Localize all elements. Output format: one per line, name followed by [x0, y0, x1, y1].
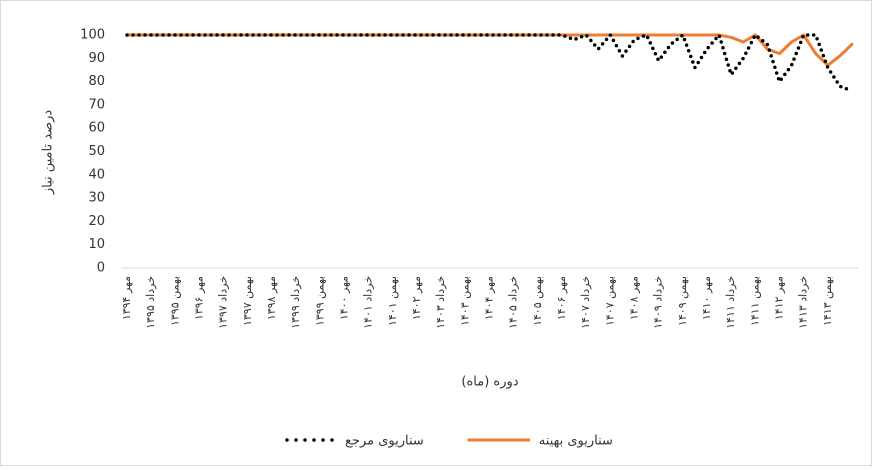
- y-tick-label: 80: [88, 74, 105, 89]
- x-tick-label: مهر ۱۳۹۶: [193, 276, 206, 320]
- y-tick-label: 70: [88, 97, 105, 112]
- x-tick-label: خرداد ۱۳۹۹: [289, 276, 302, 329]
- x-tick-label: خرداد ۱۴۰۱: [362, 276, 375, 329]
- x-tick-label: خرداد ۱۴۰۵: [507, 276, 520, 329]
- x-tick-label: خرداد ۱۳۹۵: [144, 276, 157, 329]
- x-tick-label: مهر ۱۴۰۴: [483, 276, 496, 320]
- y-tick-label: 0: [97, 261, 105, 276]
- x-tick-label: بهمن ۱۴۰۱: [386, 276, 399, 326]
- x-tick-label: بهمن ۱۳۹۵: [168, 276, 181, 326]
- x-tick-label: خرداد ۱۴۱۳: [797, 276, 810, 329]
- x-axis-title: دوره (ماه): [461, 375, 518, 390]
- x-tick-label: بهمن ۱۳۹۷: [241, 276, 254, 326]
- legend-label: سناریوی بهینه: [539, 434, 613, 449]
- x-tick-label: بهمن ۱۴۰۷: [603, 276, 616, 326]
- x-tick-label: بهمن ۱۴۱۳: [821, 276, 834, 326]
- x-tick-label: مهر ۱۴۰۲: [410, 276, 423, 320]
- y-tick-label: 10: [88, 237, 105, 252]
- y-axis-title: درصد تامین نیاز: [41, 110, 56, 196]
- x-tick-label: بهمن ۱۴۰۹: [676, 276, 689, 326]
- x-tick-label: بهمن ۱۴۰۳: [458, 276, 471, 326]
- y-tick-label: 50: [88, 144, 105, 159]
- x-tick-label: بهمن ۱۴۰۵: [531, 276, 544, 326]
- y-tick-label: 30: [88, 191, 105, 206]
- x-tick-label: مهر ۱۳۹۴: [120, 276, 133, 320]
- x-tick-label: خرداد ۱۴۰۷: [579, 276, 592, 329]
- x-tick-label: مهر ۱۴۰۶: [555, 276, 568, 320]
- y-tick-label: 60: [88, 121, 105, 136]
- y-tick-label: 100: [80, 28, 105, 43]
- x-tick-label: مهر ۱۳۹۸: [265, 276, 278, 320]
- x-tick-label: خرداد ۱۴۰۳: [434, 276, 447, 329]
- y-tick-label: 90: [88, 51, 105, 66]
- x-tick-label: خرداد ۱۴۰۹: [652, 276, 665, 329]
- x-tick-label: مهر ۱۴۰۰: [338, 276, 351, 320]
- series-line: [125, 33, 854, 93]
- x-tick-label: خرداد ۱۳۹۷: [217, 276, 230, 329]
- x-tick-label: خرداد ۱۴۱۱: [724, 276, 737, 329]
- legend-label: سناریوی مرجع: [345, 434, 424, 449]
- y-tick-label: 20: [88, 214, 105, 229]
- y-tick-label: 40: [88, 167, 105, 182]
- x-tick-label: بهمن ۱۴۱۱: [748, 276, 761, 326]
- x-tick-label: بهمن ۱۳۹۹: [313, 276, 326, 326]
- x-tick-label: مهر ۱۴۱۲: [772, 276, 785, 320]
- x-tick-label: مهر ۱۴۰۸: [627, 276, 640, 320]
- x-tick-label: مهر ۱۴۱۰: [700, 276, 713, 320]
